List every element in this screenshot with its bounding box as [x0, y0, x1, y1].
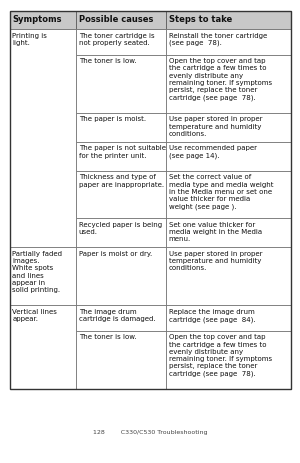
Bar	[76, 30, 166, 56]
Bar	[76, 306, 166, 331]
Text: Printing is
light.: Printing is light.	[13, 32, 47, 46]
Bar	[166, 331, 291, 389]
Bar	[166, 306, 291, 331]
Bar	[10, 12, 76, 30]
Bar	[166, 143, 291, 172]
Text: Use paper stored in proper
temperature and humidity
conditions.: Use paper stored in proper temperature a…	[169, 116, 262, 137]
Bar	[166, 30, 291, 56]
Text: Open the top cover and tap
the cartridge a few times to
evenly distribute any
re: Open the top cover and tap the cartridge…	[169, 58, 272, 100]
Text: Possible causes: Possible causes	[79, 14, 153, 24]
Text: Reinstall the toner cartridge
(see page  78).: Reinstall the toner cartridge (see page …	[169, 32, 267, 46]
Text: Replace the image drum
cartridge (see page  84).: Replace the image drum cartridge (see pa…	[169, 308, 255, 322]
Text: The image drum
cartridge is damaged.: The image drum cartridge is damaged.	[79, 308, 155, 321]
Text: Vertical lines
appear.: Vertical lines appear.	[13, 308, 57, 321]
Bar	[166, 56, 291, 113]
Bar	[76, 248, 166, 306]
Text: Recycled paper is being
used.: Recycled paper is being used.	[79, 221, 162, 234]
Text: The toner cartridge is
not properly seated.: The toner cartridge is not properly seat…	[79, 32, 154, 46]
Text: Set the correct value of
media type and media weight
in the Media menu or set on: Set the correct value of media type and …	[169, 174, 273, 209]
Text: Use paper stored in proper
temperature and humidity
conditions.: Use paper stored in proper temperature a…	[169, 250, 262, 271]
Text: The toner is low.: The toner is low.	[79, 58, 136, 64]
Bar	[166, 113, 291, 143]
Bar	[10, 30, 76, 248]
Bar	[76, 143, 166, 172]
Bar	[76, 331, 166, 389]
Bar	[166, 12, 291, 30]
Text: 128        C330/C530 Troubleshooting: 128 C330/C530 Troubleshooting	[93, 429, 207, 434]
Bar	[10, 12, 291, 389]
Bar	[76, 12, 166, 30]
Text: Open the top cover and tap
the cartridge a few times to
evenly distribute any
re: Open the top cover and tap the cartridge…	[169, 334, 272, 376]
Bar	[166, 248, 291, 306]
Bar	[10, 248, 76, 306]
Bar	[166, 172, 291, 219]
Bar	[76, 113, 166, 143]
Text: The toner is low.: The toner is low.	[79, 334, 136, 340]
Bar	[166, 219, 291, 248]
Text: The paper is not suitable
for the printer unit.: The paper is not suitable for the printe…	[79, 145, 166, 158]
Text: Partially faded
images.
White spots
and lines
appear in
solid printing.: Partially faded images. White spots and …	[13, 250, 62, 292]
Text: Use recommended paper
(see page 14).: Use recommended paper (see page 14).	[169, 145, 256, 159]
Bar	[76, 56, 166, 113]
Text: Symptoms: Symptoms	[13, 14, 62, 24]
Text: Set one value thicker for
media weight in the Media
menu.: Set one value thicker for media weight i…	[169, 221, 262, 242]
Bar	[76, 219, 166, 248]
Text: Steps to take: Steps to take	[169, 14, 232, 24]
Bar	[76, 172, 166, 219]
Bar	[10, 306, 76, 389]
Text: The paper is moist.: The paper is moist.	[79, 116, 146, 122]
Text: Thickness and type of
paper are inappropriate.: Thickness and type of paper are inapprop…	[79, 174, 164, 187]
Text: Paper is moist or dry.: Paper is moist or dry.	[79, 250, 152, 256]
